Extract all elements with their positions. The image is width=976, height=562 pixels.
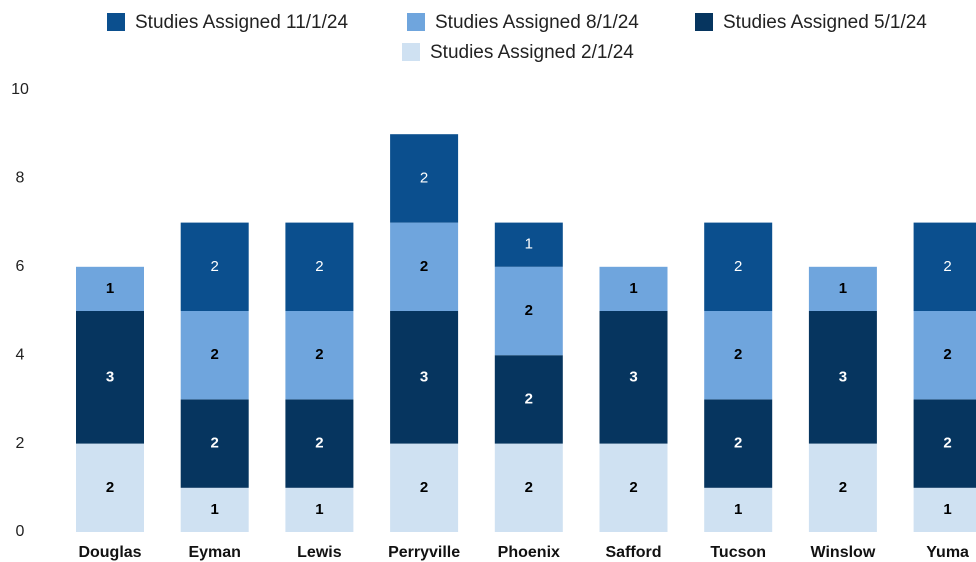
bar-segment <box>494 443 563 532</box>
data-label: 2 <box>315 435 323 452</box>
x-tick-label: Lewis <box>297 544 342 561</box>
data-label: 2 <box>943 435 951 452</box>
bar-segment <box>285 487 354 532</box>
legend-label: Studies Assigned 5/1/24 <box>723 12 927 33</box>
data-label: 2 <box>420 169 428 186</box>
data-label: 3 <box>839 368 847 385</box>
bar-segment <box>180 487 249 532</box>
bar-segment <box>390 134 459 223</box>
data-label: 2 <box>943 346 951 363</box>
y-tick-label: 10 <box>11 81 29 98</box>
data-label: 1 <box>629 280 637 297</box>
data-label: 1 <box>106 280 114 297</box>
legend-label: Studies Assigned 8/1/24 <box>435 12 639 33</box>
bar-segment <box>704 311 773 400</box>
x-tick-label: Tucson <box>710 544 766 561</box>
bar-segment <box>704 399 773 488</box>
bar-segment <box>494 355 563 444</box>
x-tick-label: Yuma <box>926 544 969 561</box>
data-label: 2 <box>629 479 637 496</box>
bar-segment <box>76 311 144 444</box>
data-label: 1 <box>734 501 742 518</box>
x-tick-label: Douglas <box>78 544 141 561</box>
bar-segment <box>599 311 668 444</box>
data-label: 2 <box>839 479 847 496</box>
bar-segment <box>180 222 249 311</box>
y-tick-label: 2 <box>16 435 25 452</box>
bar-segment <box>285 311 354 400</box>
data-label: 2 <box>315 346 323 363</box>
x-tick-label: Eyman <box>188 544 240 561</box>
bar-segment <box>76 443 144 532</box>
legend-swatch <box>107 13 125 31</box>
data-label: 1 <box>315 501 323 518</box>
bar-segment <box>390 443 459 532</box>
bar-segment <box>390 222 459 311</box>
y-tick-label: 4 <box>16 346 25 363</box>
data-label: 2 <box>211 435 219 452</box>
bar-segment <box>913 222 976 311</box>
bar-segment <box>913 311 976 400</box>
data-label: 1 <box>943 501 951 518</box>
bar-segment <box>808 266 877 311</box>
x-tick-label: Phoenix <box>498 544 560 561</box>
bar-segment <box>599 266 668 311</box>
data-label: 1 <box>525 236 533 253</box>
data-label: 3 <box>106 368 114 385</box>
bar-segment <box>494 266 563 356</box>
data-label: 3 <box>420 368 428 385</box>
bar-segment <box>390 311 459 444</box>
legend-swatch <box>402 43 420 61</box>
data-label: 2 <box>734 435 742 452</box>
bar-segment <box>180 399 249 488</box>
data-label: 2 <box>420 258 428 275</box>
data-label: 1 <box>839 280 847 297</box>
bar-segment <box>808 311 877 444</box>
data-label: 2 <box>525 390 533 407</box>
legend-swatch <box>695 13 713 31</box>
legend-label: Studies Assigned 2/1/24 <box>430 42 634 63</box>
data-label: 2 <box>315 258 323 275</box>
data-label: 2 <box>106 479 114 496</box>
bar-segment <box>599 443 668 532</box>
data-label: 2 <box>734 346 742 363</box>
y-tick-label: 0 <box>16 523 25 540</box>
bar-segment <box>180 311 249 400</box>
data-label: 2 <box>525 302 533 319</box>
x-tick-label: Perryville <box>388 544 460 561</box>
bar-segment <box>76 266 144 311</box>
data-label: 2 <box>734 258 742 275</box>
bar-segment <box>704 487 773 532</box>
bar-segment <box>913 487 976 532</box>
bar-segment <box>285 399 354 488</box>
y-tick-label: 6 <box>16 258 25 275</box>
bar-segment <box>285 222 354 311</box>
data-label: 2 <box>943 258 951 275</box>
data-label: 3 <box>629 368 637 385</box>
data-label: 2 <box>211 346 219 363</box>
data-label: 2 <box>211 258 219 275</box>
x-tick-label: Winslow <box>811 544 876 561</box>
data-label: 1 <box>211 501 219 518</box>
bar-segment <box>808 443 877 532</box>
legend-label: Studies Assigned 11/1/24 <box>135 12 348 33</box>
data-label: 2 <box>525 479 533 496</box>
y-tick-label: 8 <box>16 170 25 187</box>
x-tick-label: Safford <box>606 544 662 561</box>
data-label: 2 <box>420 479 428 496</box>
bar-segment <box>704 222 773 311</box>
bar-segment <box>913 399 976 488</box>
bar-segment <box>494 222 563 267</box>
legend-swatch <box>407 13 425 31</box>
